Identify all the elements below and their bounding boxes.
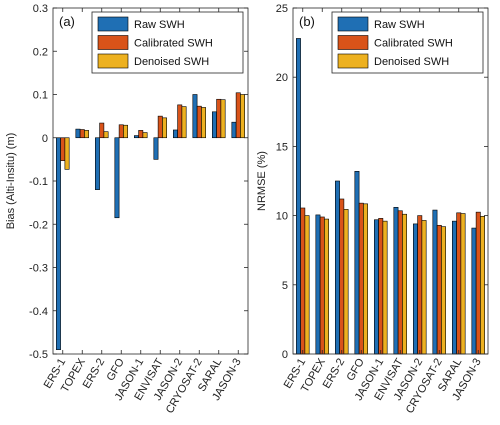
bias-bar-calibrated-swh-ers-1	[60, 137, 66, 161]
bias-bar-raw-swh-saral	[212, 111, 217, 139]
nrmse-legend-swatch-raw-swh	[337, 16, 369, 32]
bias-bar-calibrated-swh-jason-1	[138, 130, 144, 139]
bias-chart-panel: -0.5-0.4-0.3-0.2-0.100.10.20.3ERS-1TOPEX…	[5, 3, 249, 416]
nrmse-legend-swatch-denoised-swh	[337, 53, 369, 69]
nrmse-bar-raw-swh-envisat	[393, 207, 399, 355]
bias-legend-swatch-raw-swh	[97, 16, 129, 32]
bias-bar-denoised-swh-saral	[220, 99, 226, 139]
bias-bar-calibrated-swh-jason-3	[235, 92, 241, 139]
nrmse-bar-calibrated-swh-ers-2	[339, 198, 345, 355]
bias-y-axis-title: Bias (Alti-Insitu) (m)	[5, 133, 17, 230]
nrmse-bar-denoised-swh-gfo	[363, 203, 368, 355]
bias-legend-swatch-calibrated-swh	[97, 35, 129, 50]
nrmse-bar-denoised-swh-jason-1	[382, 220, 388, 355]
bias-bar-calibrated-swh-jason-2	[177, 104, 183, 139]
bias-ytick-label: 0.1	[33, 90, 48, 102]
nrmse-legend-label-calibrated-swh: Calibrated SWH	[374, 38, 453, 50]
nrmse-ytick-label: 20	[276, 72, 288, 84]
nrmse-bar-raw-swh-jason-1	[374, 219, 379, 355]
bias-bar-raw-swh-jason-1	[134, 135, 139, 139]
nrmse-bar-raw-swh-saral	[452, 220, 457, 355]
bias-ytick-label: 0.2	[33, 46, 48, 58]
nrmse-legend-label-raw-swh: Raw SWH	[374, 19, 425, 31]
nrmse-bar-raw-swh-jason-2	[413, 223, 418, 355]
nrmse-bar-calibrated-swh-cryosat-2	[436, 224, 442, 355]
bias-ytick-label: 0	[42, 133, 48, 145]
bias-legend-label-calibrated-swh: Calibrated SWH	[134, 38, 213, 50]
bias-bar-raw-swh-jason-2	[173, 129, 178, 139]
nrmse-bar-calibrated-swh-ers-1	[300, 207, 306, 355]
bias-bar-raw-swh-gfo	[114, 137, 120, 219]
bias-ytick-label: -0.3	[29, 263, 48, 275]
nrmse-panel-label: (b)	[299, 14, 315, 29]
bias-ytick-label: -0.2	[29, 219, 48, 231]
bias-bar-denoised-swh-jason-2	[181, 106, 187, 139]
nrmse-legend-label-denoised-swh: Denoised SWH	[374, 56, 449, 68]
bias-ytick-label: -0.4	[29, 306, 48, 318]
nrmse-bar-calibrated-swh-envisat	[397, 210, 403, 355]
bias-bar-denoised-swh-gfo	[123, 124, 128, 139]
bias-bar-raw-swh-cryosat-2	[192, 94, 198, 139]
bias-bar-raw-swh-jason-3	[231, 121, 237, 139]
bias-bar-denoised-swh-ers-2	[103, 131, 109, 139]
nrmse-ytick-label: 25	[276, 3, 288, 15]
nrmse-bar-denoised-swh-ers-2	[343, 209, 349, 355]
bias-bar-calibrated-swh-gfo	[118, 124, 124, 139]
nrmse-axes-box	[292, 7, 489, 355]
nrmse-bar-raw-swh-ers-2	[335, 180, 340, 355]
nrmse-ytick-label: 15	[276, 141, 288, 153]
bias-ytick-label: -0.1	[29, 176, 48, 188]
bias-bar-calibrated-swh-ers-2	[99, 122, 105, 139]
bias-ytick-label: 0.3	[33, 3, 48, 15]
bias-panel-label: (a)	[59, 14, 75, 29]
nrmse-ytick-label: 5	[282, 280, 288, 292]
bias-bar-denoised-swh-jason-1	[142, 132, 148, 139]
nrmse-bar-raw-swh-topex	[315, 214, 321, 355]
nrmse-bar-denoised-swh-topex	[324, 218, 329, 355]
nrmse-bar-raw-swh-cryosat-2	[432, 209, 438, 355]
bias-legend-label-denoised-swh: Denoised SWH	[134, 56, 209, 68]
nrmse-bar-calibrated-swh-jason-3	[475, 211, 481, 355]
bias-bar-calibrated-swh-saral	[216, 98, 222, 139]
nrmse-chart-panel: 0510152025ERS-1TOPEXERS-2GFOJASON-1ENVIS…	[256, 3, 489, 416]
nrmse-bar-raw-swh-jason-3	[471, 227, 477, 355]
bias-bar-denoised-swh-topex	[84, 130, 89, 139]
nrmse-bar-calibrated-swh-jason-2	[417, 215, 423, 355]
bias-bar-calibrated-swh-topex	[79, 129, 85, 139]
bias-bar-denoised-swh-jason-3	[240, 94, 245, 139]
nrmse-bar-calibrated-swh-saral	[456, 212, 462, 355]
nrmse-y-axis-title: NRMSE (%)	[256, 151, 268, 211]
nrmse-bar-denoised-swh-cryosat-2	[441, 226, 446, 355]
nrmse-ytick-label: 10	[276, 211, 288, 223]
nrmse-bar-denoised-swh-saral	[460, 213, 466, 355]
nrmse-legend-swatch-calibrated-swh	[337, 35, 369, 50]
nrmse-bar-denoised-swh-ers-1	[304, 215, 310, 355]
nrmse-ytick-label: 0	[282, 349, 288, 361]
nrmse-bar-calibrated-swh-gfo	[358, 202, 364, 355]
bias-bar-raw-swh-ers-1	[56, 137, 61, 350]
bias-bar-denoised-swh-ers-1	[64, 137, 70, 170]
bias-legend-swatch-denoised-swh	[97, 53, 129, 69]
bias-bar-raw-swh-topex	[75, 128, 81, 139]
bias-legend-label-raw-swh: Raw SWH	[134, 19, 185, 31]
bias-bar-raw-swh-envisat	[153, 137, 159, 160]
bias-bar-denoised-swh-cryosat-2	[201, 107, 206, 139]
nrmse-bar-denoised-swh-jason-2	[421, 220, 427, 355]
bias-bar-raw-swh-ers-2	[95, 137, 100, 190]
bias-ytick-label: -0.5	[29, 349, 48, 361]
bias-bar-calibrated-swh-cryosat-2	[196, 105, 202, 139]
nrmse-bar-raw-swh-gfo	[354, 171, 360, 355]
nrmse-bar-calibrated-swh-topex	[319, 216, 325, 355]
bias-bar-denoised-swh-envisat	[162, 117, 167, 139]
nrmse-bar-raw-swh-ers-1	[296, 38, 301, 355]
bias-bar-calibrated-swh-envisat	[157, 115, 163, 139]
nrmse-bar-calibrated-swh-jason-1	[378, 218, 384, 355]
nrmse-bar-denoised-swh-envisat	[402, 213, 407, 355]
